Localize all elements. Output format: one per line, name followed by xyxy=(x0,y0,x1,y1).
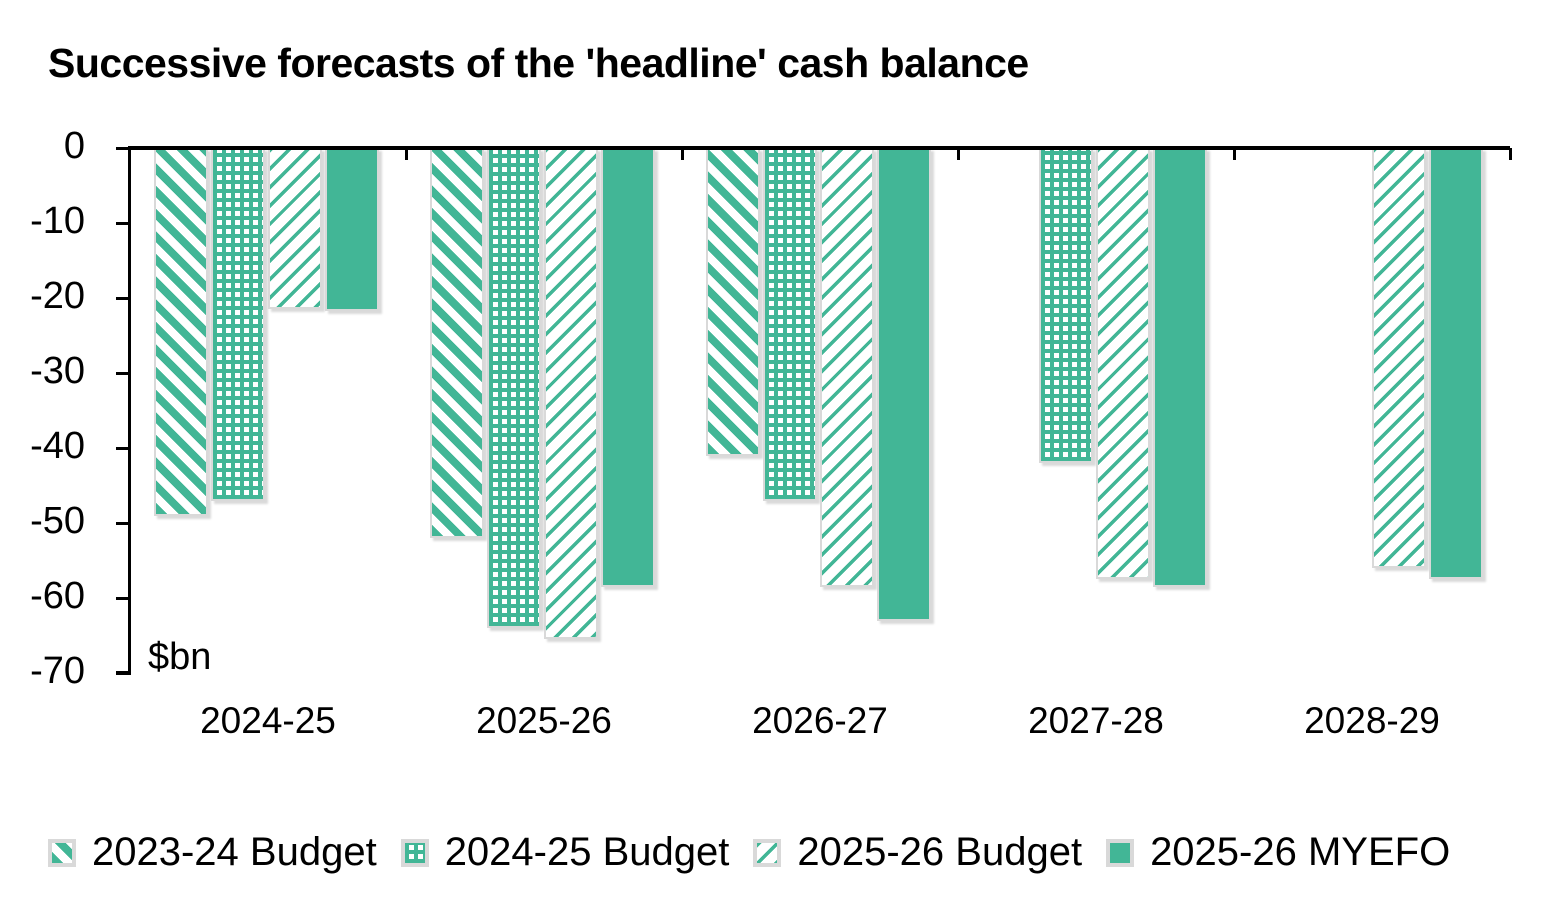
y-tick-mark xyxy=(116,596,130,600)
legend-item-2025-26-budget: 2025-26 Budget xyxy=(753,830,1082,875)
y-tick-mark xyxy=(116,146,130,150)
bar-2023-24-budget-2024-25 xyxy=(154,148,208,516)
bar-2024-25-budget-2027-28 xyxy=(1039,148,1093,463)
legend-item-2024-25-budget: 2024-25 Budget xyxy=(400,830,730,875)
y-axis-line xyxy=(128,146,131,675)
category-tick-mark xyxy=(956,148,960,160)
bar-2025-26-budget-2024-25 xyxy=(268,148,322,310)
x-axis-label-2025-26: 2025-26 xyxy=(476,700,612,741)
bar-2024-25-budget-2025-26 xyxy=(487,148,541,628)
y-tick-mark xyxy=(116,221,130,225)
legend: 2023-24 Budget 2024-25 Budget 2025-26 Bu… xyxy=(48,830,1450,875)
y-tick-label: -70 xyxy=(30,649,85,692)
x-axis-label-2026-27: 2026-27 xyxy=(752,700,888,741)
legend-label: 2025-26 Budget xyxy=(797,830,1083,874)
category-tick-mark xyxy=(404,148,408,160)
bar-2025-26-myefo-2024-25 xyxy=(325,148,379,311)
y-tick-label: -50 xyxy=(30,499,85,542)
bar-2025-26-myefo-2026-27 xyxy=(877,148,931,621)
y-tick-mark xyxy=(116,671,130,675)
bar-2023-24-budget-2025-26 xyxy=(430,148,484,538)
bar-2025-26-myefo-2028-29 xyxy=(1429,148,1483,580)
legend-label: 2023-24 Budget xyxy=(92,830,377,874)
legend-label: 2025-26 MYEFO xyxy=(1150,830,1451,874)
category-tick-mark xyxy=(680,148,684,160)
y-tick-mark xyxy=(116,446,130,450)
solid-swatch-icon xyxy=(1106,838,1135,867)
thin-diagonal-swatch-icon xyxy=(753,838,782,867)
bar-2023-24-budget-2026-27 xyxy=(706,148,760,456)
bar-2024-25-budget-2026-27 xyxy=(763,148,817,501)
y-tick-label: -40 xyxy=(30,424,85,467)
zero-axis-line xyxy=(130,146,1510,150)
diagonal-hatch-swatch-icon xyxy=(48,838,76,867)
x-axis-label-2028-29: 2028-29 xyxy=(1304,700,1440,741)
y-tick-label: 0 xyxy=(63,124,85,167)
bar-2025-26-budget-2027-28 xyxy=(1096,148,1150,580)
category-tick-mark xyxy=(1508,148,1512,160)
y-tick-mark xyxy=(116,296,130,300)
y-tick-label: -30 xyxy=(30,349,85,392)
unit-label: $bn xyxy=(148,636,212,678)
chart-title: Successive forecasts of the 'headline' c… xyxy=(48,40,1029,86)
y-tick-label: -10 xyxy=(30,199,85,242)
category-tick-mark xyxy=(1232,148,1236,160)
bar-2025-26-myefo-2025-26 xyxy=(601,148,655,587)
bar-2024-25-budget-2024-25 xyxy=(211,148,265,501)
bar-2025-26-myefo-2027-28 xyxy=(1153,148,1207,587)
y-tick-mark xyxy=(116,371,130,375)
plot-area: 0 -10 -20 -30 -40 -50 -60 -70 $bn xyxy=(30,125,1512,692)
legend-item-2023-24-budget: 2023-24 Budget xyxy=(48,830,377,875)
x-axis-label-2024-25: 2024-25 xyxy=(200,700,336,741)
bar-2025-26-budget-2028-29 xyxy=(1372,148,1426,568)
legend-label: 2024-25 Budget xyxy=(444,830,730,874)
y-tick-label: -20 xyxy=(30,274,85,317)
legend-item-2025-26-myefo: 2025-26 MYEFO xyxy=(1106,830,1450,875)
bar-2025-26-budget-2025-26 xyxy=(544,148,598,640)
y-tick-label: -60 xyxy=(30,574,85,617)
y-tick-mark xyxy=(116,521,130,525)
bar-2025-26-budget-2026-27 xyxy=(820,148,874,587)
x-axis-label-2027-28: 2027-28 xyxy=(1028,700,1164,741)
checker-grid-swatch-icon xyxy=(400,838,429,867)
